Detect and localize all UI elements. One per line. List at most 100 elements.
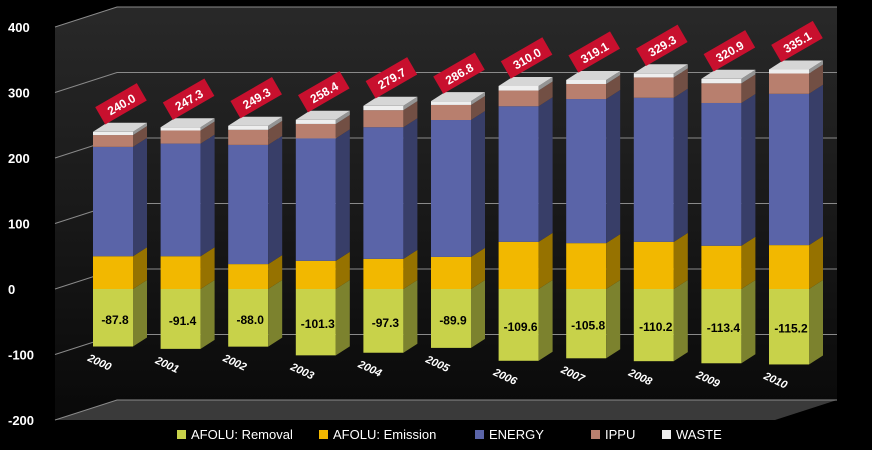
bar-segment-side	[133, 126, 147, 147]
bar-segment	[295, 260, 336, 289]
total-label-box	[230, 77, 282, 119]
bar-group-2005	[431, 92, 485, 348]
bar-segment	[295, 123, 336, 139]
bar-segment	[566, 99, 607, 244]
bar-segment-side	[673, 64, 688, 78]
total-label-box	[298, 71, 350, 113]
removal-value-label: -91.4	[169, 314, 197, 328]
bar-segment-side	[133, 280, 147, 347]
bar-top-face	[769, 60, 823, 70]
bar-top-face	[431, 92, 485, 102]
bar-segment-side	[335, 114, 350, 139]
total-label-box	[433, 52, 485, 94]
removal-value-label: -87.8	[101, 313, 129, 327]
bar-segment-side	[741, 236, 756, 289]
bar-top-face	[160, 118, 215, 128]
bar-segment	[228, 289, 269, 347]
bar-segment	[498, 241, 539, 289]
total-label-box	[365, 57, 418, 99]
bar-segment-side	[538, 232, 553, 289]
bar-segment-side	[606, 90, 621, 244]
bar-segment-side	[471, 111, 485, 257]
removal-value-label: -105.8	[571, 319, 605, 333]
bar-segment	[633, 77, 674, 98]
bar-segment-side	[403, 118, 418, 259]
y-tick-label: -200	[8, 413, 34, 428]
bar-segment-side	[133, 137, 147, 257]
bar-segment-side	[741, 93, 756, 246]
bar-segment-side	[673, 88, 688, 242]
bar-segment-side	[471, 280, 485, 348]
bar-segment-side	[403, 96, 418, 111]
bar-group-2002	[228, 116, 283, 347]
bar-segment	[498, 106, 539, 242]
bar-segment-side	[335, 129, 350, 261]
bar-segment-side	[403, 280, 418, 353]
bar-segment-side	[741, 280, 756, 364]
removal-value-label: -113.4	[707, 321, 741, 335]
bar-segment-side	[673, 232, 688, 289]
bar-segment	[701, 78, 742, 84]
bar-segment	[160, 143, 201, 257]
legend-swatch	[319, 430, 328, 439]
total-label-box	[771, 20, 823, 63]
legend-swatch	[591, 430, 600, 439]
legend-label: ENERGY	[489, 427, 544, 442]
bar-segment-side	[606, 70, 621, 84]
y-tick-label: 400	[8, 20, 30, 35]
bar-top-face	[633, 64, 688, 74]
bar-group-2001	[160, 118, 215, 349]
removal-value-label: -88.0	[237, 313, 265, 327]
removal-value-label: -115.2	[774, 322, 808, 336]
removal-value-label: -101.3	[301, 317, 335, 331]
legend-swatch	[177, 430, 186, 439]
bar-segment	[431, 289, 471, 348]
bar-segment	[93, 135, 133, 147]
legend-label: AFOLU: Removal	[191, 427, 293, 442]
bar-segment-side	[741, 74, 756, 103]
y-tick-label: 200	[8, 151, 30, 166]
bar-segment-side	[809, 84, 823, 246]
bar-segment-side	[200, 280, 215, 349]
legend-item: ENERGY	[475, 427, 544, 442]
bar-group-2003	[295, 110, 350, 356]
bar-segment-side	[268, 280, 283, 347]
total-label-box	[500, 37, 553, 79]
bar-group-2008	[633, 64, 688, 362]
bar-segment-side	[200, 118, 215, 131]
bar-segment-side	[403, 101, 418, 128]
total-label-box	[162, 78, 215, 120]
bar-segment	[93, 289, 133, 347]
bar-segment-side	[335, 110, 350, 124]
bar-segment	[363, 289, 404, 353]
bar-segment	[769, 289, 809, 365]
bar-segment	[431, 104, 471, 121]
bar-segment-side	[809, 64, 823, 94]
bar-segment	[769, 69, 809, 74]
bar-segment	[566, 83, 607, 100]
bar-segment-side	[809, 60, 823, 74]
bar-segment	[633, 73, 674, 78]
bar-segment	[228, 125, 269, 130]
bar-segment-side	[133, 247, 147, 289]
bar-segment	[295, 119, 336, 124]
bar-segment-side	[606, 74, 621, 100]
legend-label: IPPU	[605, 427, 635, 442]
bar-segment	[295, 138, 336, 261]
bar-segment-side	[268, 135, 283, 265]
legend-label: WASTE	[676, 427, 722, 442]
bar-segment	[93, 131, 133, 136]
bar-top-face	[701, 69, 756, 79]
bar-segment-side	[335, 280, 350, 356]
bar-top-face	[498, 76, 553, 86]
bar-segment	[93, 146, 133, 257]
bar-segment	[769, 73, 809, 94]
bar-segment	[769, 93, 809, 246]
bar-group-2010	[769, 60, 823, 365]
bar-segment	[228, 264, 269, 289]
bar-segment	[363, 258, 404, 289]
bar-segment-side	[200, 134, 215, 257]
bar-segment	[160, 289, 201, 349]
total-label-box	[95, 83, 147, 125]
